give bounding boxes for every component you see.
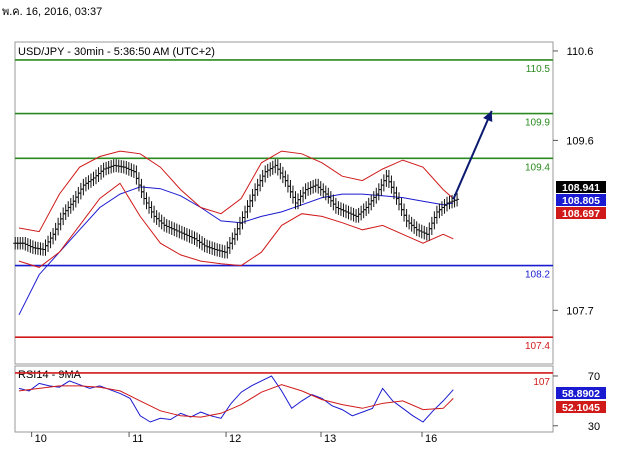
level-label-107-4: 107.4	[525, 341, 550, 352]
price-tag-108-805-box	[556, 194, 606, 206]
level-label-109-9: 109.9	[525, 118, 550, 129]
price-tag-108-697-box	[556, 207, 606, 219]
x-tick-label: 11	[132, 433, 143, 445]
level-label-108-2: 108.2	[525, 270, 550, 281]
price-bar	[455, 193, 460, 207]
x-tick-label: 12	[229, 433, 241, 445]
projection-arrow-line	[452, 110, 493, 200]
rsi-tag-58-8902: 58.8902	[556, 387, 606, 400]
rsi-tag-52-1045-box	[556, 401, 606, 413]
rsi-tag-58-8902-text: 58.8902	[562, 388, 600, 400]
price-y-tick-label: 109.6	[566, 135, 594, 147]
price-chart-title: USD/JPY - 30min - 5:36:50 AM (UTC+2)	[18, 46, 215, 58]
projection-arrow-head	[483, 110, 493, 123]
rsi-y-tick-label: 30	[588, 421, 600, 433]
level-label-110-5: 110.5	[526, 64, 551, 75]
price-tag-108-697-text: 108.697	[562, 208, 600, 220]
rsi-chart-title: RSI14 - 9MA	[18, 369, 82, 381]
price-y-tick-label: 107.7	[566, 305, 594, 317]
price-tag-108-697: 108.697	[556, 207, 606, 220]
price-tag-108-805-text: 108.805	[562, 195, 600, 207]
price-panel	[14, 41, 554, 365]
rsi-tag-52-1045: 52.1045	[556, 401, 606, 414]
price-tag-108-805: 108.805	[556, 194, 606, 207]
level-label-109-4: 109.4	[525, 162, 550, 173]
x-tick-label: 10	[35, 433, 47, 445]
rsi-series-rsi14	[18, 375, 454, 423]
price-tag-108-941-text: 108.941	[562, 182, 600, 194]
level-label-107: 107	[533, 377, 550, 388]
price-tag-108-941: 108.941	[556, 181, 606, 194]
rsi-tag-52-1045-text: 52.1045	[562, 402, 600, 414]
series-bb-lower	[18, 182, 454, 268]
price-y-tick-label: 110.6	[567, 46, 594, 58]
rsi-series-9ma	[18, 384, 454, 418]
x-tick-label: 16	[425, 433, 437, 445]
series-bb-upper	[18, 150, 454, 233]
rsi-panel	[14, 365, 554, 433]
rsi-y-tick-label: 70	[588, 371, 600, 383]
rsi-tag-58-8902-box	[556, 387, 606, 399]
timestamp: พ.ค. 16, 2016, 03:37	[2, 6, 103, 18]
x-tick-label: 13	[324, 433, 336, 445]
price-tag-108-941-box	[556, 181, 606, 193]
